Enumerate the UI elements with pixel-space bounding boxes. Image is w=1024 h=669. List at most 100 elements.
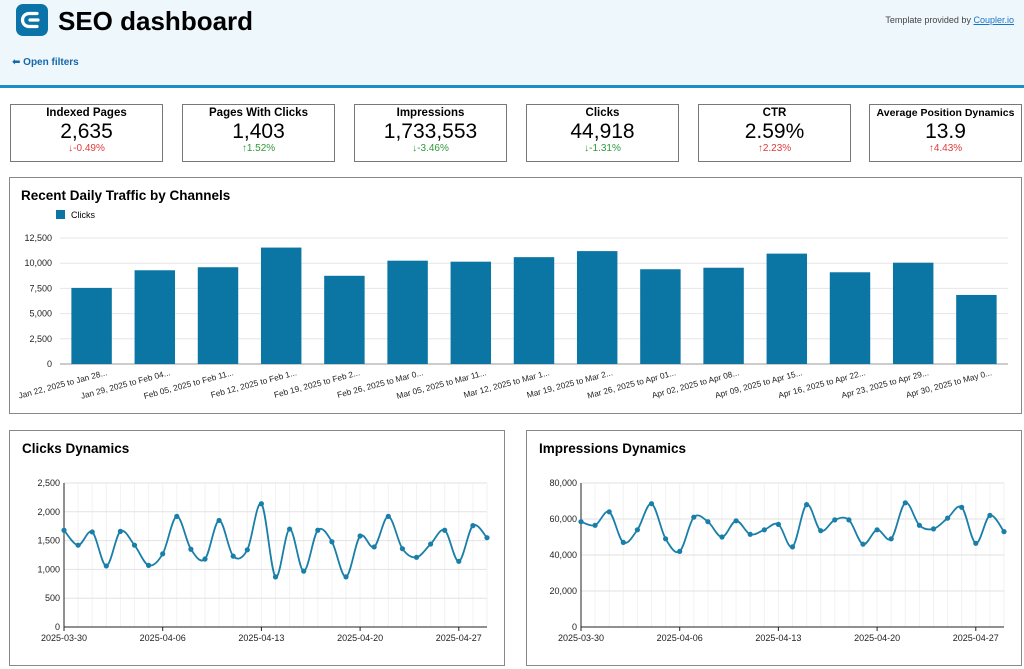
x-tick-label: 2025-04-06	[140, 633, 186, 643]
provided-by-label: Template provided by	[885, 15, 971, 25]
data-point	[230, 553, 236, 559]
data-point	[648, 501, 655, 507]
data-point	[677, 548, 683, 554]
y-tick-label: 60,000	[549, 514, 577, 524]
arrow-up-icon: ↑	[757, 143, 763, 154]
data-point	[973, 540, 979, 546]
data-point	[287, 526, 293, 532]
data-point	[620, 539, 626, 545]
impressions-chart-title: Impressions Dynamics	[539, 441, 687, 456]
data-point	[691, 514, 697, 520]
kpi-delta: ↓-1.31%	[584, 143, 621, 154]
provided-by-text: Template provided by Coupler.io	[885, 15, 1014, 25]
data-point	[874, 527, 880, 533]
data-point	[945, 515, 951, 521]
bar	[450, 261, 492, 364]
data-point	[775, 521, 781, 527]
page-title: SEO dashboard	[58, 6, 254, 36]
y-tick-label: 40,000	[549, 550, 577, 560]
kpi-value: 2.59%	[744, 120, 805, 143]
data-point	[747, 531, 753, 537]
coupler-link[interactable]: Coupler.io	[973, 15, 1014, 25]
traffic-chart-panel: Recent Daily Traffic by Channels Clicks …	[9, 177, 1022, 414]
y-tick-label: 12,500	[24, 233, 52, 243]
kpi-value: 13.9	[925, 120, 966, 143]
y-tick-label: 80,000	[549, 478, 577, 488]
y-tick-label: 5,000	[29, 309, 52, 319]
kpi-delta: ↑2.23%	[757, 143, 792, 154]
x-tick-label: 2025-04-13	[755, 633, 801, 643]
data-point	[456, 558, 462, 564]
data-point	[916, 522, 922, 528]
kpi-value: 1,403	[232, 120, 285, 143]
kpi-delta: ↓-0.49%	[68, 143, 105, 154]
y-tick-label: 10,000	[24, 258, 52, 268]
data-point	[846, 517, 852, 523]
data-point	[315, 527, 321, 533]
kpi-label: Impressions	[396, 107, 465, 119]
data-point	[818, 528, 824, 534]
clicks-line-chart: 0 500 1,000 1,500 2,000 2,500 2025-03-30 2025-0…	[37, 478, 490, 643]
data-point	[442, 527, 448, 533]
y-tick-label: 0	[572, 622, 577, 632]
bar	[134, 270, 176, 364]
bar	[892, 262, 934, 364]
coupler-logo-icon	[16, 4, 48, 36]
bar	[640, 269, 681, 364]
bar	[956, 294, 997, 364]
data-point	[272, 574, 279, 580]
kpi-value: 1,733,553	[383, 120, 478, 143]
data-point	[930, 526, 937, 532]
kpi-card-clicks: Clicks 44,918 ↓-1.31%	[526, 104, 679, 162]
y-tick-label: 1,000	[37, 564, 60, 574]
open-filters-button[interactable]: ⬅ Open filters	[12, 57, 79, 68]
kpi-label: Pages With Clicks	[209, 107, 308, 119]
kpi-label: Indexed Pages	[46, 107, 127, 119]
x-tick-label: 2025-03-30	[41, 633, 87, 643]
arrow-down-icon: ↓	[412, 143, 418, 154]
data-point	[160, 551, 166, 557]
y-tick-label: 500	[45, 593, 60, 603]
data-point	[832, 517, 838, 523]
bar	[513, 257, 555, 364]
y-tick-label: 0	[47, 359, 52, 369]
kpi-label: Average Position Dynamics	[876, 107, 1015, 119]
bar	[260, 247, 302, 364]
kpi-label: Clicks	[585, 107, 620, 119]
data-point	[117, 528, 123, 534]
x-tick-label: 2025-04-27	[953, 633, 999, 643]
data-point	[719, 534, 725, 540]
arrow-left-icon: ⬅	[12, 57, 21, 68]
data-point	[428, 541, 434, 547]
y-tick-label: 2,000	[37, 507, 60, 517]
legend-swatch	[56, 210, 65, 219]
kpi-label: CTR	[762, 107, 787, 119]
kpi-card-indexed-pages: Indexed Pages 2,635 ↓-0.49%	[10, 104, 163, 162]
open-filters-label: Open filters	[23, 57, 79, 68]
data-point	[470, 523, 476, 529]
y-tick-label: 7,500	[29, 283, 52, 293]
data-point	[733, 518, 739, 524]
data-point	[385, 513, 391, 520]
y-tick-label: 20,000	[549, 586, 577, 596]
kpi-value: 2,635	[60, 120, 113, 143]
y-tick-label: 2,500	[37, 478, 60, 488]
data-point	[578, 519, 584, 525]
arrow-down-icon: ↓	[68, 143, 74, 154]
data-point	[75, 542, 81, 548]
kpi-delta: ↓-3.46%	[412, 143, 449, 154]
y-tick-label: 1,500	[37, 536, 60, 546]
clicks-chart-title: Clicks Dynamics	[22, 441, 130, 456]
data-point	[301, 568, 307, 574]
traffic-chart-title: Recent Daily Traffic by Channels	[21, 188, 231, 203]
data-point	[888, 536, 894, 542]
kpi-card-ctr: CTR 2.59% ↑2.23%	[698, 104, 851, 162]
arrow-down-icon: ↓	[584, 143, 590, 154]
data-point	[789, 544, 796, 550]
data-point	[103, 563, 109, 569]
data-point	[804, 502, 810, 508]
bar	[197, 267, 239, 364]
bar	[829, 272, 871, 364]
arrow-up-icon: ↑	[241, 143, 247, 154]
